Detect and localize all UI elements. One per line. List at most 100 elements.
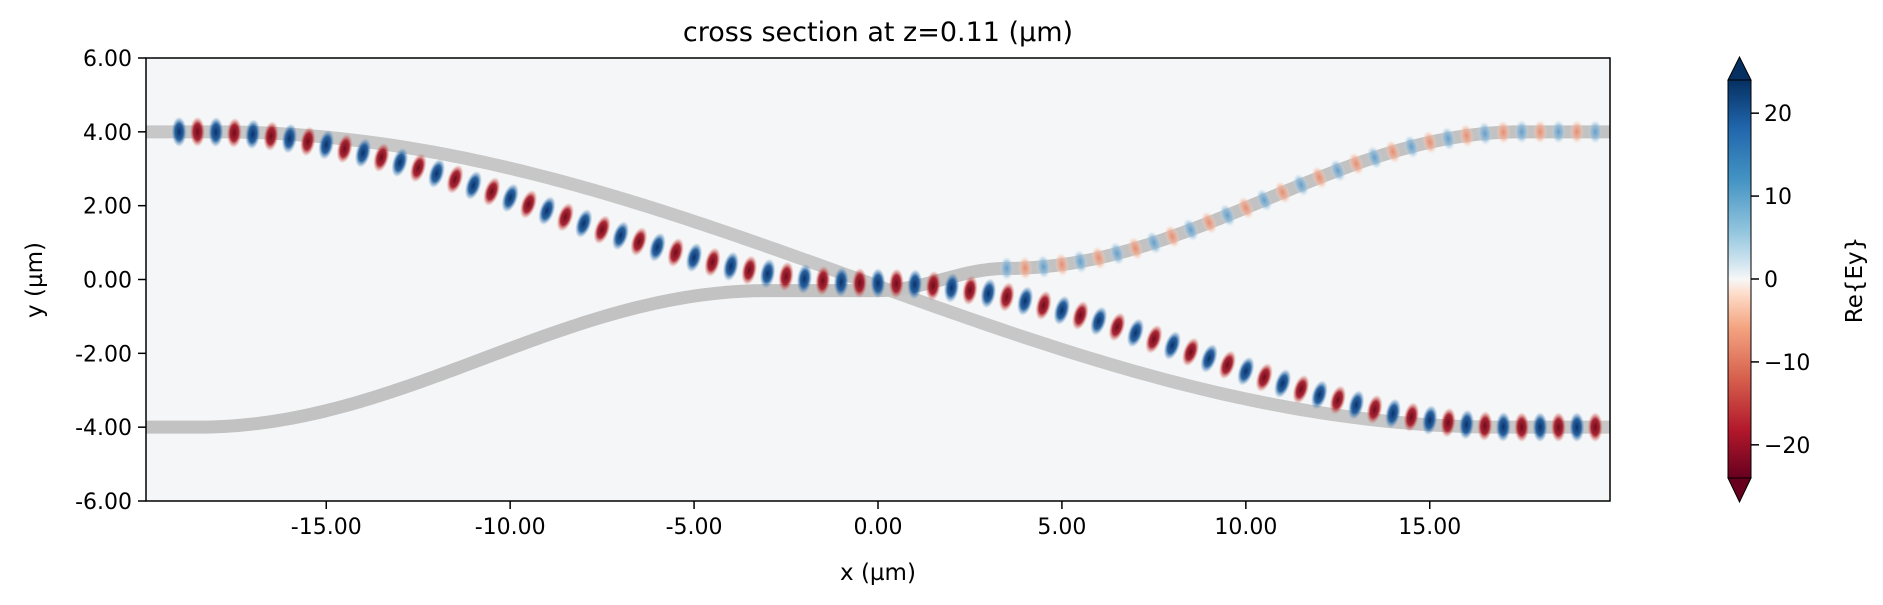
x-tick-label: 5.00 — [1037, 515, 1086, 540]
field-mark-main — [833, 267, 849, 298]
field-mark-main — [1403, 402, 1420, 432]
field-mark-main — [483, 177, 501, 206]
y-tick-label: -6.00 — [75, 490, 132, 515]
field-mark-coupled — [1366, 145, 1383, 170]
x-tick-label: -10.00 — [475, 515, 546, 540]
field-mark-coupled — [1551, 119, 1566, 144]
field-mark-coupled — [1514, 119, 1529, 144]
colorbar-tick-label: −20 — [1764, 434, 1810, 459]
field-layer — [171, 116, 1603, 443]
field-mark-main — [1366, 394, 1383, 425]
field-mark-main — [1053, 295, 1071, 325]
field-mark-coupled — [1018, 256, 1033, 280]
field-mark-main — [888, 268, 904, 299]
field-mark-coupled — [1146, 231, 1162, 255]
colorbar-tick-label: 10 — [1764, 185, 1792, 210]
field-mark-main — [648, 232, 666, 262]
field-mark-coupled — [1274, 181, 1291, 204]
field-mark-main — [1017, 286, 1034, 316]
field-mark-main — [1329, 385, 1347, 415]
field-mark-main — [1145, 324, 1163, 354]
field-mark-main — [1385, 398, 1401, 429]
field-mark-coupled — [1588, 119, 1603, 144]
colorbar-ticks: 20 10 0 −10 −20 — [1751, 102, 1810, 459]
field-mark-main — [1182, 337, 1200, 367]
field-mark-main — [1200, 344, 1218, 373]
field-mark-main — [1422, 405, 1438, 435]
field-mark-main — [1440, 407, 1456, 438]
field-mark-main — [1532, 412, 1548, 443]
field-mark-main — [1587, 412, 1603, 443]
field-mark-main — [778, 261, 794, 292]
colorbar: 20 10 0 −10 −20 Re{Ey} — [1727, 55, 1868, 504]
field-mark-coupled — [1569, 119, 1584, 144]
field-mark-main — [1514, 412, 1530, 443]
colorbar-tick-label: 20 — [1764, 102, 1792, 127]
field-mark-main — [354, 138, 372, 168]
x-tick-label: 15.00 — [1398, 515, 1461, 540]
field-mark-main — [1108, 312, 1126, 342]
x-tick-label: 0.00 — [854, 515, 903, 540]
field-mark-main — [300, 126, 316, 157]
field-mark-coupled — [1440, 126, 1456, 151]
x-tick-label: -15.00 — [291, 515, 362, 540]
field-mark-main — [1311, 380, 1328, 410]
field-mark-coupled — [1293, 173, 1309, 197]
colorbar-label: Re{Ey} — [1842, 237, 1868, 324]
x-axis-ticks: -15.00 -10.00 -5.00 0.00 5.00 10.00 15.00 — [291, 501, 1461, 540]
colorbar-tick-label: 0 — [1764, 268, 1778, 293]
y-tick-label: 4.00 — [83, 121, 132, 146]
field-mark-coupled — [999, 256, 1014, 281]
field-mark-main — [1163, 331, 1181, 360]
field-mark-main — [171, 116, 187, 147]
colorbar-tick-label: −10 — [1764, 351, 1810, 376]
field-mark-main — [318, 130, 335, 160]
field-mark-coupled — [1311, 166, 1328, 190]
field-mark-main — [1255, 362, 1273, 392]
field-mark-main — [612, 221, 630, 251]
chart-title: cross section at z=0.11 (µm) — [683, 17, 1073, 48]
field-mark-main — [575, 209, 593, 238]
y-tick-label: 6.00 — [83, 47, 132, 72]
field-mark-main — [538, 196, 556, 226]
field-mark-main — [1551, 412, 1566, 443]
field-mark-main — [391, 147, 409, 178]
field-mark-main — [428, 158, 446, 188]
field-mark-main — [281, 123, 298, 154]
field-mark-main — [815, 265, 831, 296]
field-mark-main — [446, 164, 464, 194]
field-mark-coupled — [1073, 249, 1088, 274]
field-mark-main — [1348, 390, 1365, 420]
field-mark-main — [741, 255, 758, 286]
field-mark-coupled — [1533, 119, 1548, 144]
x-axis-label: x (µm) — [840, 560, 916, 586]
field-mark-main — [796, 263, 813, 294]
field-mark-main — [336, 133, 353, 164]
field-mark-coupled — [1219, 203, 1236, 227]
field-mark-coupled — [1054, 252, 1070, 277]
field-mark-main — [190, 116, 205, 147]
x-tick-label: 10.00 — [1214, 515, 1277, 540]
field-mark-main — [980, 278, 997, 309]
colorbar-extend-top — [1727, 55, 1752, 81]
field-mark-main — [667, 237, 684, 268]
field-mark-main — [1218, 350, 1237, 380]
field-mark-main — [409, 153, 427, 183]
field-mark-coupled — [1403, 134, 1419, 159]
field-mark-main — [1237, 356, 1255, 386]
field-mark-main — [1071, 300, 1089, 331]
field-mark-coupled — [1091, 246, 1107, 270]
field-mark-main — [704, 247, 721, 277]
field-mark-main — [943, 272, 960, 303]
colorbar-extend-bottom — [1727, 477, 1752, 504]
field-mark-main — [852, 267, 868, 298]
y-tick-label: 2.00 — [83, 195, 132, 220]
field-mark-coupled — [1422, 130, 1438, 155]
field-mark-main — [1090, 306, 1108, 336]
field-mark-coupled — [1348, 152, 1364, 176]
field-mark-main — [1035, 290, 1052, 321]
field-mark-coupled — [1182, 218, 1199, 242]
field-mark-main — [907, 269, 923, 300]
field-mark-main — [962, 275, 978, 306]
field-mark-main — [1274, 369, 1292, 398]
